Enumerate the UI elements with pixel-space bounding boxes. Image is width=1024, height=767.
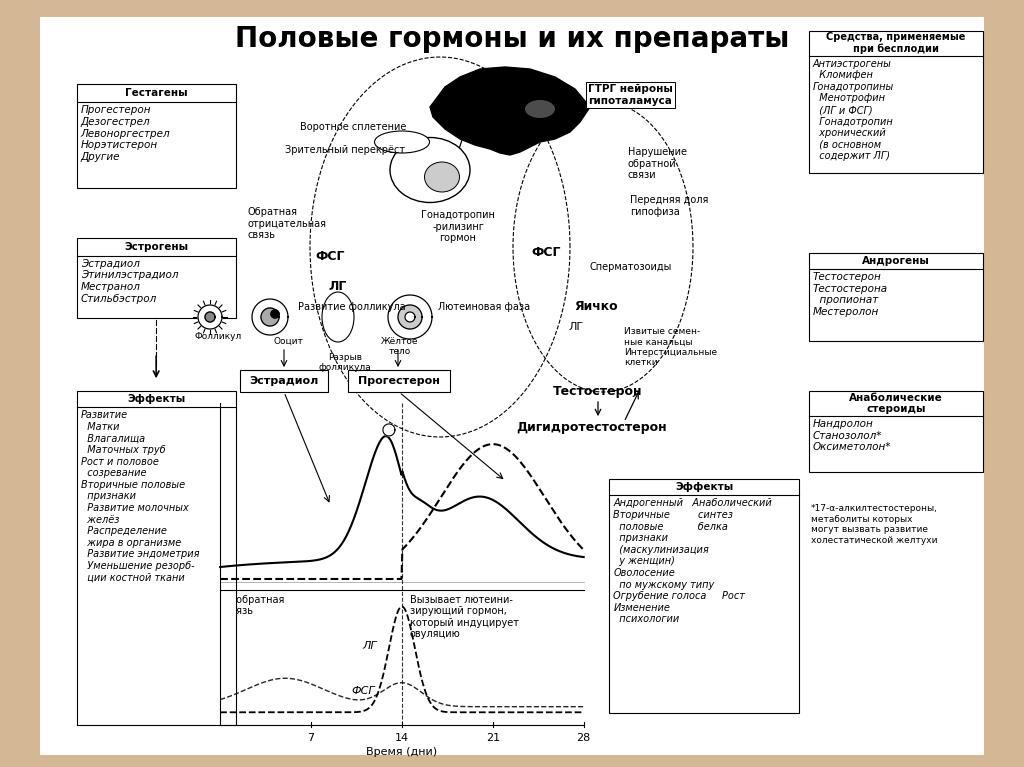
Polygon shape	[430, 67, 590, 155]
Polygon shape	[271, 310, 279, 318]
Text: Разрыв
фолликула: Разрыв фолликула	[318, 353, 372, 373]
Text: 14: 14	[395, 732, 409, 742]
FancyBboxPatch shape	[809, 253, 983, 341]
Text: Эстрадиол: Эстрадиол	[250, 376, 318, 386]
Ellipse shape	[525, 100, 555, 118]
Text: Тестостерон: Тестостерон	[553, 386, 643, 399]
Text: Сперматозоиды: Сперматозоиды	[590, 262, 673, 272]
Text: Развитие
  Матки
  Влагалища
  Маточных труб
Рост и половое
  созревание
Вторичн: Развитие Матки Влагалища Маточных труб Р…	[81, 410, 200, 583]
Text: + обратная
связь: + обратная связь	[225, 594, 285, 616]
Text: Обратная
отрицательная
связь: Обратная отрицательная связь	[248, 207, 327, 240]
FancyBboxPatch shape	[77, 391, 236, 725]
Text: Половые гормоны и их препараты: Половые гормоны и их препараты	[234, 25, 790, 53]
Ellipse shape	[425, 162, 460, 192]
Text: Время (дни): Время (дни)	[367, 747, 437, 757]
Text: Уровень гормонов в крови: Уровень гормонов в крови	[203, 496, 213, 631]
Text: Эстрогены: Эстрогены	[124, 242, 188, 252]
Text: Андрогенный   Анаболический
Вторичные         синтез
  половые           белка
 : Андрогенный Анаболический Вторичные синт…	[613, 499, 772, 624]
Polygon shape	[388, 295, 432, 339]
FancyBboxPatch shape	[809, 31, 983, 173]
Text: Передняя доля
гипофиза: Передняя доля гипофиза	[630, 195, 709, 216]
Text: ЛГ: ЛГ	[362, 641, 377, 651]
Polygon shape	[406, 312, 415, 322]
Polygon shape	[205, 312, 215, 322]
Text: ЛГ: ЛГ	[329, 281, 347, 294]
Text: Гонадотропин
-рилизинг
гормон: Гонадотропин -рилизинг гормон	[421, 210, 495, 243]
Ellipse shape	[375, 131, 429, 153]
Text: Анаболические
стероиды: Анаболические стероиды	[849, 393, 943, 414]
Text: Зрительный перекрёст: Зрительный перекрёст	[285, 145, 406, 155]
Text: Эффекты: Эффекты	[675, 482, 733, 492]
Text: 28: 28	[577, 732, 591, 742]
Ellipse shape	[322, 292, 354, 342]
Text: Эстрадиол
Этинилэстрадиол
Местранол
Стильбэстрол: Эстрадиол Этинилэстрадиол Местранол Стил…	[81, 258, 178, 304]
Text: ФСГ: ФСГ	[531, 246, 561, 259]
Text: Тестостерон
Тестостерона
  пропионат
Местеролон: Тестостерон Тестостерона пропионат Месте…	[813, 272, 888, 317]
Text: ФСГ: ФСГ	[351, 686, 375, 696]
Polygon shape	[383, 424, 395, 436]
Text: Нандролон
Станозолол*
Оксиметолон*: Нандролон Станозолол* Оксиметолон*	[813, 420, 892, 453]
Text: Воротное сплетение: Воротное сплетение	[300, 122, 407, 132]
Polygon shape	[398, 305, 422, 329]
Text: 21: 21	[485, 732, 500, 742]
Text: *17-α-алкилтестостероны,
метаболиты которых
могут вызвать развитие
холестатическ: *17-α-алкилтестостероны, метаболиты кото…	[811, 505, 938, 545]
Text: 7: 7	[307, 732, 314, 742]
Text: Развитие фолликула: Развитие фолликула	[298, 302, 406, 312]
FancyBboxPatch shape	[77, 84, 236, 188]
Text: Лютеиновая фаза: Лютеиновая фаза	[438, 302, 530, 312]
Text: Андрогены: Андрогены	[862, 256, 930, 266]
Text: Гестагены: Гестагены	[125, 88, 187, 98]
Text: Средства, применяемые
при бесплодии: Средства, применяемые при бесплодии	[826, 32, 966, 54]
Text: Нарушение
обратной
связи: Нарушение обратной связи	[628, 147, 687, 180]
Text: Вызывает лютеини-
зирующий гормон,
который индуцирует
овуляцию: Вызывает лютеини- зирующий гормон, котор…	[410, 594, 519, 640]
Text: Дигидротестостерон: Дигидротестостерон	[517, 420, 668, 433]
FancyBboxPatch shape	[240, 370, 328, 392]
Text: Фолликул: Фолликул	[195, 332, 242, 341]
FancyBboxPatch shape	[40, 17, 984, 755]
Text: Прогестерон: Прогестерон	[358, 376, 440, 386]
FancyBboxPatch shape	[77, 238, 236, 318]
FancyBboxPatch shape	[348, 370, 450, 392]
Polygon shape	[252, 299, 288, 335]
Polygon shape	[261, 308, 279, 326]
Text: Жёлтое
тело: Жёлтое тело	[381, 337, 419, 357]
Text: Прогестерон
Дезогестрел
Левоноргестрел
Норэтистерон
Другие: Прогестерон Дезогестрел Левоноргестрел Н…	[81, 105, 170, 162]
FancyBboxPatch shape	[809, 391, 983, 472]
Ellipse shape	[390, 137, 470, 202]
Text: ЛГ: ЛГ	[568, 322, 584, 332]
Text: ФСГ: ФСГ	[315, 251, 345, 264]
FancyBboxPatch shape	[609, 479, 799, 713]
Polygon shape	[198, 305, 222, 329]
Text: Антиэстрогены
  Кломифен
Гонадотропины
  Менотрофин
  (ЛГ и ФСГ)
  Гонадотропин
: Антиэстрогены Кломифен Гонадотропины Мен…	[813, 59, 894, 162]
Text: Извитые семен-
ные канальцы
Интерстициальные
клетки: Извитые семен- ные канальцы Интерстициал…	[624, 327, 717, 367]
Text: ГТРГ нейроны
гипоталамуса: ГТРГ нейроны гипоталамуса	[588, 84, 673, 106]
Text: Яичко: Яичко	[574, 301, 617, 314]
Text: Ооцит: Ооцит	[273, 337, 303, 346]
Text: Эффекты: Эффекты	[127, 394, 185, 404]
